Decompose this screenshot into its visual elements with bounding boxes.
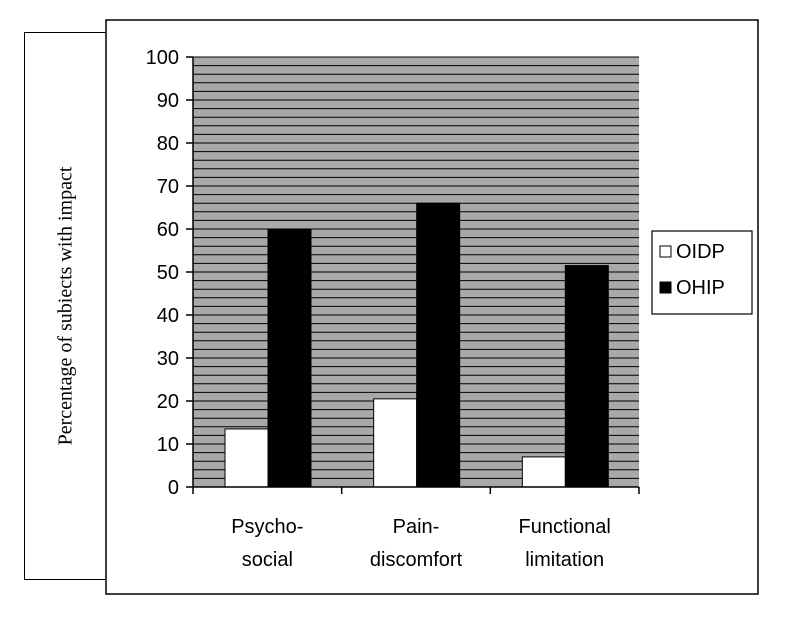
bar-oidp: [224, 428, 269, 488]
axes: [186, 56, 640, 494]
category-label: Functional limitation: [519, 516, 611, 571]
y-tick-label: 70: [157, 176, 179, 198]
y-tick-label: 80: [157, 133, 179, 155]
bar-oidp: [521, 456, 566, 488]
legend-swatch-oidp: [659, 245, 672, 258]
y-tick-label: 40: [157, 305, 179, 327]
category-label: Psycho-social: [231, 516, 303, 571]
category-label-line: social: [242, 549, 293, 571]
y-tick-label: 100: [146, 47, 179, 69]
legend: OIDP OHIP: [651, 230, 753, 315]
y-tick-label: 0: [168, 477, 179, 499]
category-labels: Psycho-social Pain-discomfort Functional li…: [231, 516, 611, 571]
legend-label-ohip: OHIP: [676, 277, 725, 299]
y-tick-label: 30: [157, 348, 179, 370]
y-tick-label: 90: [157, 90, 179, 112]
category-label-line: discomfort: [370, 549, 463, 571]
bar-oidp: [373, 398, 418, 488]
bar-ohip: [416, 202, 461, 488]
bar-ohip: [564, 265, 609, 488]
category-label: Pain-discomfort: [370, 516, 463, 571]
bar-ohip: [267, 228, 312, 488]
legend-label-oidp: OIDP: [676, 241, 725, 263]
legend-swatch-ohip: [659, 281, 672, 294]
y-tick-label: 50: [157, 262, 179, 284]
category-label-line: Functional: [519, 516, 611, 538]
y-axis-label-box: Percentage of subiects with impact: [24, 32, 107, 580]
y-tick-labels: 0 10 20 30 40 50 60 70 80 90 100: [146, 47, 179, 499]
y-tick-label: 20: [157, 391, 179, 413]
y-tick-label: 10: [157, 434, 179, 456]
y-tick-label: 60: [157, 219, 179, 241]
category-label-line: limitation: [525, 549, 604, 571]
category-label-line: Psycho-: [231, 516, 303, 538]
category-label-line: Pain-: [393, 516, 440, 538]
legend-box: [651, 230, 753, 315]
